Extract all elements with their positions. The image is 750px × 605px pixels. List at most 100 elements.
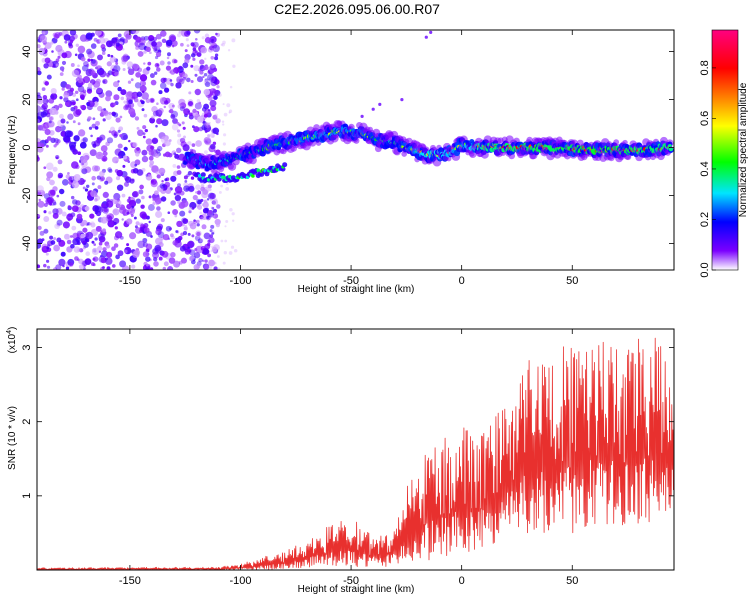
spectrogram-dot bbox=[184, 49, 188, 53]
spectrogram-dot bbox=[183, 135, 186, 139]
spectrogram-dot bbox=[39, 35, 48, 43]
spectrogram-dot bbox=[216, 222, 219, 225]
spectrogram-dot bbox=[203, 72, 208, 77]
spectrogram-dot bbox=[52, 208, 59, 215]
spectrogram-dot bbox=[202, 75, 205, 79]
spectrogram-dot bbox=[126, 211, 130, 215]
spectrogram-dot bbox=[82, 227, 88, 233]
spectrogram-dot bbox=[181, 257, 187, 264]
spectrogram-dot bbox=[59, 113, 64, 119]
spectrogram-dot bbox=[74, 53, 78, 57]
spectrogram-dot bbox=[206, 242, 211, 247]
spectrogram-dot bbox=[200, 46, 208, 54]
spectrogram-dot bbox=[77, 64, 80, 68]
spectrogram-dot bbox=[174, 214, 178, 218]
spectrogram-dot bbox=[143, 35, 149, 41]
spectrogram-dot bbox=[120, 96, 125, 101]
spectrogram-dot bbox=[187, 232, 191, 236]
spectrogram-dot bbox=[154, 153, 160, 159]
colorbar-ticks: 0.0 0.2 0.4 0.6 0.8 bbox=[699, 60, 716, 278]
spectrogram-dot bbox=[43, 166, 47, 170]
spectrogram-dot bbox=[62, 221, 70, 229]
spectrogram-dot bbox=[131, 205, 135, 209]
spectrogram-dot bbox=[61, 60, 67, 65]
spectrogram-dot bbox=[150, 145, 155, 150]
spectrogram-dot bbox=[157, 223, 164, 230]
spectrogram-dot bbox=[202, 201, 209, 209]
spectrogram-dot bbox=[190, 64, 194, 68]
spectrogram-dot bbox=[197, 204, 203, 210]
spectrogram-dot bbox=[102, 151, 108, 157]
spectrogram-dot bbox=[109, 199, 114, 203]
top-x-tick-label: 50 bbox=[566, 275, 578, 287]
spectrogram-frame bbox=[36, 29, 675, 271]
spectrogram-dot bbox=[94, 165, 101, 172]
spectrogram-dot bbox=[58, 103, 63, 109]
spectrogram-dot bbox=[256, 168, 261, 172]
spectrogram-dot bbox=[106, 266, 111, 270]
spectrogram-dot bbox=[176, 129, 181, 133]
spectrogram-dot bbox=[42, 31, 46, 35]
spectrogram-dot bbox=[199, 211, 203, 215]
spectrogram-dot bbox=[220, 43, 223, 46]
spectrogram-dot bbox=[139, 184, 144, 190]
spectrogram-dot bbox=[67, 113, 74, 120]
spectrogram-dot bbox=[128, 99, 133, 105]
spectrogram-dot bbox=[210, 55, 215, 60]
spectrogram-dot bbox=[141, 149, 148, 156]
spectrogram-dot bbox=[215, 118, 221, 124]
spectrogram-dot bbox=[90, 43, 97, 49]
spectrogram-dot bbox=[100, 176, 105, 182]
spectrogram-dot bbox=[182, 62, 189, 69]
spectrogram-dot bbox=[47, 61, 54, 68]
spectrogram-dot bbox=[172, 118, 178, 124]
spectrogram-dot bbox=[65, 266, 70, 270]
spectrogram-dot bbox=[226, 182, 229, 186]
spectrogram-dot bbox=[37, 225, 42, 231]
spectrogram-dot bbox=[223, 251, 227, 255]
spectrogram-dot bbox=[191, 125, 195, 129]
spectrogram-dot bbox=[154, 71, 158, 75]
spectrogram-dot bbox=[218, 190, 222, 194]
spectrogram-dot bbox=[113, 94, 120, 101]
spectrogram-dot bbox=[50, 88, 57, 95]
colorbar-tick-label: 0.8 bbox=[699, 60, 711, 75]
spectrogram-dot bbox=[48, 97, 55, 104]
spectrogram-dot bbox=[190, 53, 196, 58]
spectrogram-dot bbox=[37, 111, 45, 119]
spectrogram-dot bbox=[122, 164, 126, 168]
spectrogram-dot bbox=[178, 30, 182, 34]
spectrogram-dot bbox=[167, 237, 171, 240]
spectrogram-dot bbox=[160, 218, 165, 223]
spectrogram-dot bbox=[155, 210, 163, 218]
spectrogram-dot bbox=[142, 125, 147, 130]
spectrogram-dot bbox=[77, 45, 86, 54]
spectrogram-dot bbox=[162, 266, 166, 270]
spectrogram-dot bbox=[77, 77, 83, 83]
spectrogram-dot bbox=[124, 103, 132, 110]
spectrogram-dot bbox=[44, 42, 52, 50]
spectrogram-dot bbox=[104, 180, 109, 185]
spectrogram-dot bbox=[128, 196, 131, 199]
spectrogram-dot bbox=[149, 51, 152, 55]
spectrogram-dot bbox=[196, 52, 202, 57]
spectrogram-dot bbox=[203, 103, 210, 110]
top-x-axis-label: Height of straight line (km) bbox=[298, 284, 415, 295]
spectrogram-dot bbox=[85, 32, 93, 40]
spectrogram-dot bbox=[75, 43, 79, 47]
bottom-x-tick-label: -150 bbox=[119, 575, 141, 587]
spectrogram-dot bbox=[190, 176, 195, 180]
spectrogram-dot bbox=[88, 222, 92, 226]
spectrogram-dot bbox=[190, 149, 197, 155]
spectrogram-dot bbox=[115, 42, 120, 47]
spectrogram-dot bbox=[68, 140, 72, 144]
spectrogram-dot bbox=[140, 223, 145, 229]
spectrogram-dot bbox=[184, 224, 188, 228]
spectrogram-dot bbox=[225, 186, 230, 191]
spectrogram-dot bbox=[197, 238, 203, 244]
spectrogram-dot bbox=[213, 261, 216, 265]
spectrogram-dot bbox=[196, 231, 201, 237]
spectrogram-dot bbox=[113, 65, 121, 73]
spectrogram-dot bbox=[129, 210, 133, 214]
spectrogram-dot bbox=[69, 235, 73, 238]
